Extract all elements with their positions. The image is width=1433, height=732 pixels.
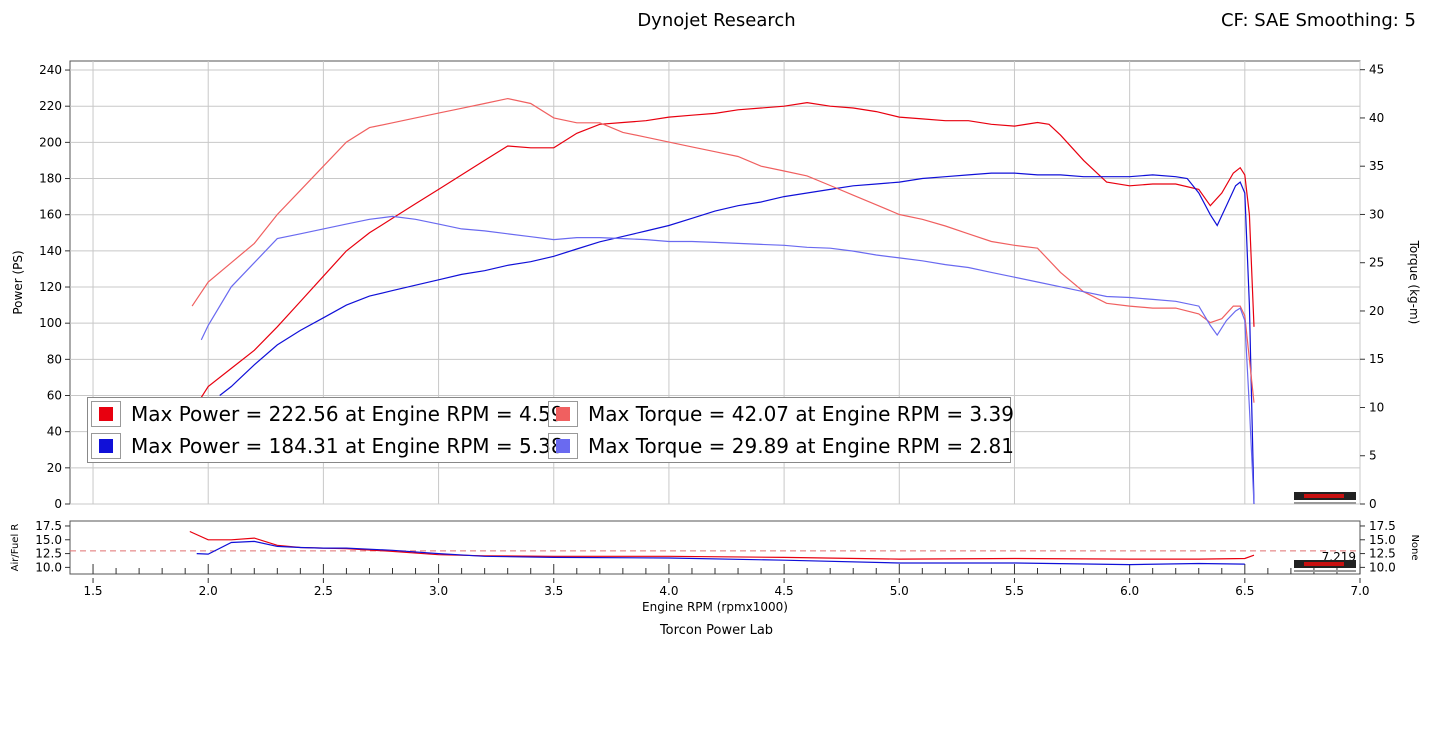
- left-y-tick-label: 80: [47, 352, 62, 366]
- footer-label: Torcon Power Lab: [659, 623, 774, 638]
- x-axis-title: Engine RPM (rpmx1000): [642, 600, 788, 614]
- left-y-axis-title: Power (PS): [11, 250, 25, 314]
- right-y-tick-label: 15: [1369, 352, 1384, 366]
- x-tick-label: 5.5: [1005, 584, 1024, 598]
- left-y-tick-label: 160: [39, 208, 62, 222]
- x-tick-label: 2.5: [314, 584, 333, 598]
- afr-left-tick-label: 10.0: [35, 560, 62, 574]
- left-y-tick-label: 220: [39, 99, 62, 113]
- left-y-tick-label: 200: [39, 135, 62, 149]
- x-tick-label: 6.5: [1235, 584, 1254, 598]
- legend-swatch: [548, 401, 578, 427]
- afr-series-line-1: [196, 540, 1245, 566]
- right-y-axis-title: Torque (kg-m): [1407, 240, 1421, 325]
- left-y-tick-label: 100: [39, 316, 62, 330]
- afr-left-tick-label: 12.5: [35, 547, 62, 561]
- afr-left-axis-title: Air/Fuel R: [10, 524, 21, 572]
- right-y-tick-label: 45: [1369, 63, 1384, 77]
- afr-left-tick-label: 15.0: [35, 533, 62, 547]
- right-y-tick-label: 20: [1369, 304, 1384, 318]
- chart-title: Dynojet Research: [637, 10, 796, 31]
- x-tick-label: 1.5: [83, 584, 102, 598]
- x-tick-label: 2.0: [199, 584, 218, 598]
- left-y-tick-label: 20: [47, 461, 62, 475]
- series-line-1: [219, 172, 1255, 505]
- right-y-tick-label: 30: [1369, 207, 1384, 221]
- legend-label: Max Torque = 42.07 at Engine RPM = 3.39: [588, 402, 1014, 426]
- series-line-0: [196, 101, 1255, 405]
- afr-right-tick-label: 15.0: [1369, 533, 1396, 547]
- swatch-fill-run1-power: [99, 407, 113, 421]
- swatch-fill-run2-torque: [556, 439, 570, 453]
- x-tick-label: 6.0: [1120, 584, 1139, 598]
- legend-label: Max Torque = 29.89 at Engine RPM = 2.81: [588, 434, 1014, 458]
- afr-right-tick-label: 10.0: [1369, 560, 1396, 574]
- left-y-tick-label: 60: [47, 389, 62, 403]
- right-y-tick-label: 0: [1369, 497, 1377, 511]
- correction-factor-label: CF: SAE Smoothing: 5: [1220, 10, 1416, 31]
- left-y-tick-label: 0: [54, 497, 62, 511]
- x-tick-label: 5.0: [890, 584, 909, 598]
- logo-underline: [1294, 502, 1356, 504]
- right-y-tick-label: 25: [1369, 256, 1384, 270]
- left-y-tick-label: 140: [39, 244, 62, 258]
- series-line-3: [200, 215, 1255, 505]
- right-y-tick-label: 40: [1369, 111, 1384, 125]
- dynojet-watermark-logo: [1294, 492, 1356, 504]
- afr-right-tick-label: 17.5: [1369, 519, 1396, 533]
- legend: Max Power = 222.56 at Engine RPM = 4.59 …: [87, 397, 1014, 463]
- afr-left-tick-label: 17.5: [35, 519, 62, 533]
- series-line-2: [191, 97, 1255, 403]
- x-tick-label: 7.0: [1350, 584, 1369, 598]
- logo-underline: [1294, 570, 1356, 572]
- afr-plot-frame: [69, 520, 1361, 575]
- left-y-tick-label: 240: [39, 63, 62, 77]
- legend-item-run1-torque: Max Torque = 42.07 at Engine RPM = 3.39: [548, 399, 1014, 429]
- legend-item-run2-power: Max Power = 184.31 at Engine RPM = 5.38: [91, 431, 564, 461]
- x-tick-label: 3.5: [544, 584, 563, 598]
- x-tick-label: 4.0: [659, 584, 678, 598]
- swatch-fill-run2-power: [99, 439, 113, 453]
- left-y-tick-label: 40: [47, 425, 62, 439]
- x-tick-label: 4.5: [775, 584, 794, 598]
- logo-stripe: [1304, 562, 1344, 566]
- legend-label: Max Power = 184.31 at Engine RPM = 5.38: [131, 434, 564, 458]
- right-y-tick-label: 35: [1369, 159, 1384, 173]
- right-y-tick-label: 5: [1369, 449, 1377, 463]
- legend-swatch: [91, 433, 121, 459]
- legend-swatch: [91, 401, 121, 427]
- right-y-tick-label: 10: [1369, 400, 1384, 414]
- left-y-tick-label: 180: [39, 172, 62, 186]
- swatch-fill-run1-torque: [556, 407, 570, 421]
- legend-label: Max Power = 222.56 at Engine RPM = 4.59: [131, 402, 564, 426]
- logo-stripe: [1304, 494, 1344, 498]
- legend-item-run2-torque: Max Torque = 29.89 at Engine RPM = 2.81: [548, 431, 1014, 461]
- legend-item-run1-power: Max Power = 222.56 at Engine RPM = 4.59: [91, 399, 564, 429]
- legend-swatch: [548, 433, 578, 459]
- afr-right-tick-label: 12.5: [1369, 547, 1396, 561]
- left-y-tick-label: 120: [39, 280, 62, 294]
- x-tick-label: 3.0: [429, 584, 448, 598]
- afr-right-axis-title: None: [1409, 534, 1420, 560]
- dynojet-watermark-logo-afr: [1294, 560, 1356, 572]
